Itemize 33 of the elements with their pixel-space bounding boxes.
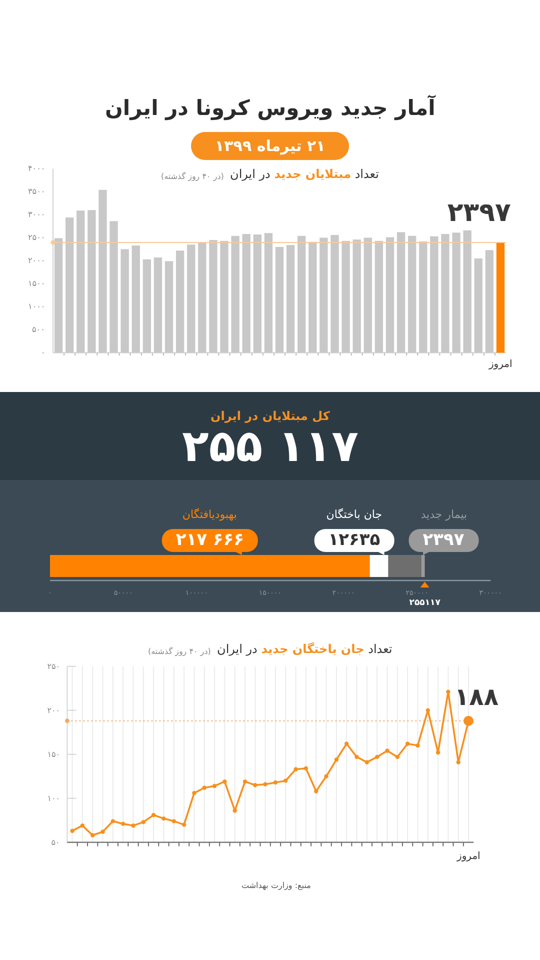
text: بهبودیافتگان [182,508,237,522]
text: آمار جدید ویروس کرونا در ایران [105,96,436,120]
text: جان باختگان [326,508,382,522]
text: بیمار جدید [420,508,468,522]
data-label: ۲۳۹۷ [447,198,511,228]
y-tick-label: ۱۵۰۰ [28,279,46,288]
data-label: ۱۸۸ [454,682,498,711]
y-tick-label: ۱۰۰۰ [28,302,46,312]
chart-subtitle: (در ۴۰ روز گذشته) [161,172,224,181]
y-tick-label: ۲۰۰۰ [28,256,46,266]
x-tick-label: امروز [457,851,480,863]
chart-title: تعداد مبتلایان جدید در ایران [230,167,379,182]
chart-title: کل مبتلایان در ایران [210,409,330,424]
text: منبع: وزارت بهداشت [242,880,311,890]
data-label: ۲۳۹۷ [422,530,464,550]
y-tick-label: ۴۰۰۰ [28,164,46,174]
data-label: ۱۲۶۳۵ [328,530,380,550]
y-tick-label: ۳۰۰۰ [28,210,46,220]
text: ۲۱ تیرماه ۱۳۹۹ [215,136,326,155]
chart-subtitle: (در ۴۰ روز گذشته) [148,646,211,656]
data-label: ۲۱۷ ۶۶۶ [176,530,244,550]
y-tick-label: ۲۰۰ [47,706,60,715]
chart-title: تعداد جان باختگان جدید در ایران [217,642,392,657]
y-tick-label: ۵۰۰ [32,325,45,334]
y-tick-label: ۵۰ [51,838,60,847]
y-tick-label: ۲۵۰ [47,662,60,671]
y-tick-label: ۱۵۰ [47,750,60,759]
y-tick-label: ۳۵۰۰ [28,187,46,196]
x-tick-label: امروز [488,358,512,370]
y-tick-label: ۲۵۰۰ [28,233,46,242]
y-tick-label: ۱۰۰ [47,794,60,803]
total-label: ۲۵۵۱۱۷ [409,598,440,608]
y-tick-label: ۰ [41,348,46,358]
